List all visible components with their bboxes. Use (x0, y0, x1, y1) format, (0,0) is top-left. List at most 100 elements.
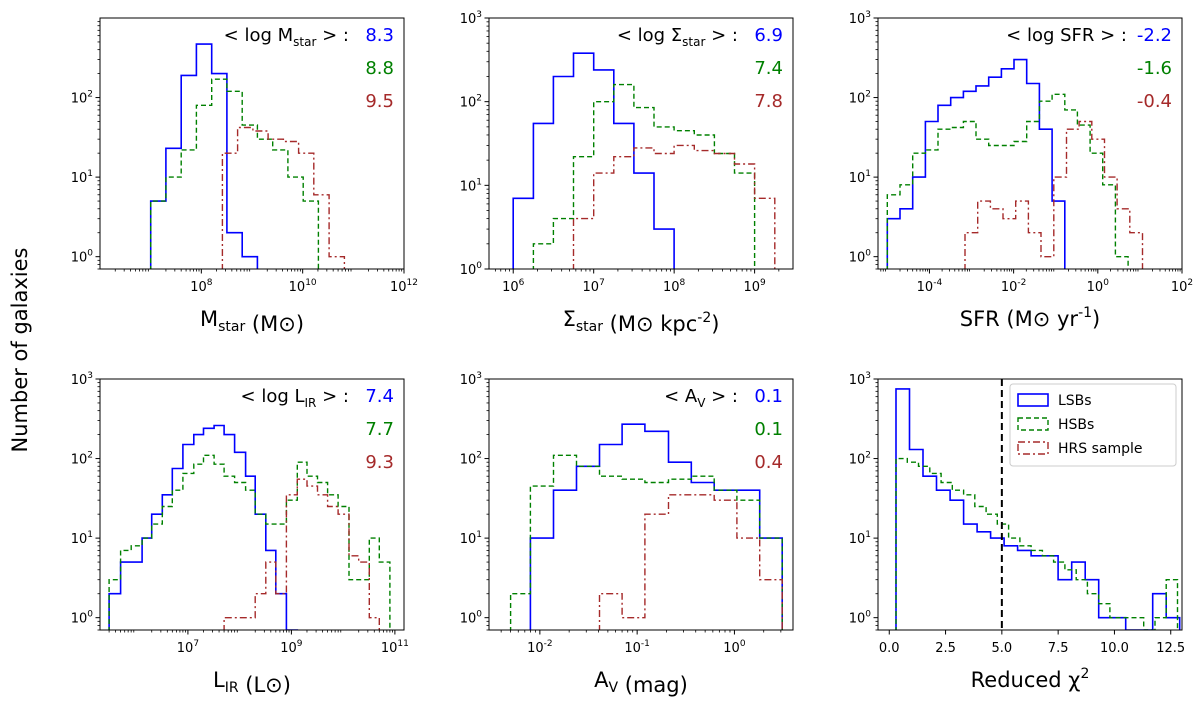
legend-label: HSBs (1058, 417, 1094, 433)
y-tick-label: 102 (849, 90, 871, 107)
y-tick-label: 100 (849, 249, 872, 266)
mean-value-hrs: 9.3 (365, 452, 394, 473)
axes-frame (99, 17, 405, 270)
y-tick-label: 100 (460, 261, 483, 278)
y-tick-label: 103 (849, 10, 871, 27)
plot-area (895, 379, 1181, 630)
x-tick-label: 10-4 (917, 278, 943, 295)
histogram-hrs-sample (223, 478, 380, 630)
y-tick-label: 101 (460, 530, 482, 547)
shared-y-axis-label: Number of galaxies (8, 248, 32, 453)
histogram-hsbs (108, 454, 391, 630)
histogram-lsbs (529, 423, 783, 630)
x-axis-label: Reduced χ2 (971, 666, 1090, 692)
y-tick-label: 100 (71, 610, 94, 627)
mean-label: < log Σstar > : (617, 25, 738, 49)
y-tick-label: 101 (849, 169, 871, 186)
y-tick-label: 100 (71, 249, 94, 266)
mean-value-hsbs: 0.1 (754, 419, 783, 440)
y-tick-label: 103 (71, 371, 93, 388)
mean-value-lsbs: 0.1 (754, 386, 783, 407)
chart-panel-3: 10-4 10-2 100 102 100 101 102 103 SFR (M⊙ yr-1) <… (849, 10, 1193, 331)
plot-area (886, 58, 1144, 269)
mean-value-hrs: 0.4 (754, 452, 783, 473)
x-tick-label: 1011 (381, 639, 409, 656)
plot-area (108, 424, 391, 630)
histogram-hrs-sample (572, 144, 776, 269)
y-tick-label: 102 (849, 451, 871, 468)
histogram-lsbs (512, 52, 675, 269)
mean-value-lsbs: 6.9 (754, 25, 783, 46)
x-tick-label: 10-2 (1001, 278, 1027, 295)
x-tick-label: 10-2 (527, 639, 553, 656)
x-tick-label: 106 (502, 278, 525, 295)
legend-label: HRS sample (1058, 441, 1143, 457)
x-tick-label: 0.0 (879, 641, 900, 656)
y-tick-label: 103 (460, 371, 482, 388)
mean-value-lsbs: -2.2 (1137, 25, 1172, 46)
y-tick-label: 102 (460, 94, 482, 111)
x-axis-label: SFR (M⊙ yr-1) (960, 305, 1101, 331)
y-tick-label: 100 (460, 610, 483, 627)
chart-panel-1: 108 1010 1012 100 101 102 Mstar (M⊙) < log Msta… (71, 17, 418, 336)
x-tick-label: 107 (177, 639, 199, 656)
mean-value-hrs: 7.8 (754, 91, 783, 112)
histogram-hrs-sample (221, 126, 346, 269)
mean-value-hsbs: 8.8 (365, 58, 394, 79)
chart-panel-2: 106 107 108 109 100 101 102 103 Σstar (M⊙ kpc-2)… (460, 10, 794, 336)
axes-frame (488, 17, 794, 270)
histogram-hrs-sample (964, 120, 1144, 269)
mean-value-hrs: 9.5 (365, 91, 394, 112)
legend-swatch (1017, 417, 1049, 431)
x-tick-label: 7.5 (1048, 641, 1069, 656)
y-tick-label: 101 (849, 530, 871, 547)
chart-panel-4: 107 109 1011 100 101 102 103 LIR (L⊙) < log LIR … (71, 371, 409, 697)
axes-frame (877, 17, 1183, 270)
mean-value-hsbs: -1.6 (1137, 58, 1172, 79)
histogram-lsbs (108, 424, 299, 630)
mean-value-hrs: -0.4 (1137, 91, 1172, 112)
y-tick-label: 102 (71, 90, 93, 107)
x-tick-label: 109 (743, 278, 766, 295)
x-tick-label: 109 (280, 639, 303, 656)
legend-box (1009, 383, 1177, 467)
histogram-hsbs (532, 83, 756, 269)
x-axis-label: AV (mag) (594, 668, 688, 697)
x-tick-label: 108 (663, 278, 686, 295)
mean-value-lsbs: 8.3 (365, 25, 394, 46)
axes-frame (99, 378, 405, 631)
x-tick-label: 100 (723, 639, 746, 656)
x-tick-label: 1012 (390, 278, 418, 295)
mean-label: < log LIR > : (241, 386, 349, 410)
y-tick-label: 103 (849, 371, 871, 388)
legend-swatch (1017, 441, 1049, 455)
x-axis-label: Σstar (M⊙ kpc-2) (563, 307, 720, 336)
y-tick-label: 100 (849, 610, 872, 627)
histogram-hsbs (886, 93, 1129, 269)
y-tick-label: 103 (460, 10, 482, 27)
x-axis-label: LIR (L⊙) (213, 668, 291, 697)
y-tick-label: 101 (71, 530, 93, 547)
x-axis-label: Mstar (M⊙) (200, 307, 304, 336)
mean-label: < AV > : (664, 386, 738, 410)
x-tick-label: 12.5 (1156, 641, 1185, 656)
plot-area (149, 43, 346, 269)
y-tick-label: 102 (71, 451, 93, 468)
x-tick-label: 5.0 (992, 641, 1013, 656)
y-tick-label: 101 (460, 177, 482, 194)
axes-frame (488, 378, 794, 631)
histogram-hrs-sample (598, 494, 783, 630)
mean-label: < log SFR > : (1006, 25, 1127, 46)
histogram-lsbs (886, 58, 1066, 269)
histogram-hsbs (895, 457, 1179, 630)
plot-area (509, 423, 783, 630)
x-tick-label: 2.5 (935, 641, 956, 656)
mean-value-lsbs: 7.4 (365, 386, 394, 407)
legend-swatch (1017, 393, 1049, 407)
x-tick-label: 10.0 (1100, 641, 1129, 656)
x-tick-label: 108 (190, 278, 213, 295)
legend-label: LSBs (1058, 393, 1092, 409)
y-tick-label: 102 (460, 451, 482, 468)
mean-value-hsbs: 7.7 (365, 419, 394, 440)
